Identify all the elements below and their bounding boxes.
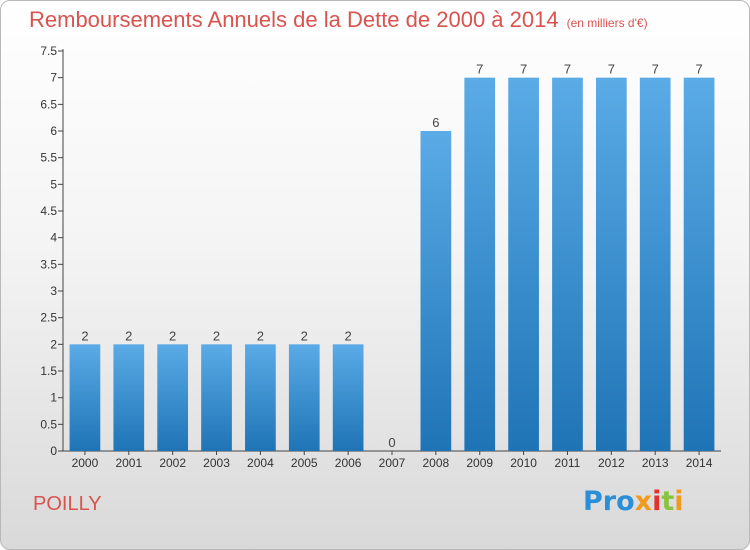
bar bbox=[288, 344, 320, 451]
data-label: 7 bbox=[476, 62, 483, 77]
chart-unit: (en milliers d'€) bbox=[566, 16, 648, 30]
y-tick-label: 6.5 bbox=[40, 97, 57, 111]
x-tick-label: 2006 bbox=[335, 456, 362, 470]
bar bbox=[332, 344, 364, 451]
bar bbox=[113, 344, 145, 451]
x-tick-label: 2007 bbox=[379, 456, 406, 470]
data-label: 7 bbox=[695, 62, 702, 77]
logo-letter-t: t bbox=[661, 486, 675, 517]
y-tick-label: 2 bbox=[50, 337, 57, 351]
bar bbox=[420, 131, 452, 451]
bar bbox=[552, 77, 583, 452]
x-tick-label: 2010 bbox=[510, 456, 537, 470]
logo-letter-i1: i bbox=[652, 486, 662, 517]
commune-name: POILLY bbox=[33, 493, 102, 515]
bar bbox=[245, 344, 276, 451]
y-tick-label: 3.5 bbox=[40, 257, 57, 271]
y-tick-label: 0 bbox=[50, 444, 57, 458]
logo-letter-i2: i bbox=[674, 486, 684, 517]
y-tick-label: 4.5 bbox=[40, 204, 57, 218]
bar bbox=[157, 344, 189, 451]
logo-letters-pro: Pro bbox=[583, 486, 635, 517]
y-tick-label: 7 bbox=[50, 71, 57, 85]
x-tick-label: 2012 bbox=[598, 456, 625, 470]
y-tick-label: 7.5 bbox=[40, 44, 57, 58]
x-tick-label: 2009 bbox=[466, 456, 493, 470]
y-tick-label: 4 bbox=[50, 231, 57, 245]
x-tick-label: 2001 bbox=[115, 456, 142, 470]
x-tick-label: 2008 bbox=[423, 456, 450, 470]
bar bbox=[201, 344, 232, 451]
y-tick-label: 3 bbox=[50, 284, 57, 298]
data-label: 2 bbox=[125, 328, 132, 343]
x-tick-label: 2013 bbox=[642, 456, 669, 470]
x-tick-label: 2002 bbox=[159, 456, 186, 470]
x-tick-label: 2014 bbox=[686, 456, 713, 470]
data-label: 2 bbox=[345, 328, 352, 343]
y-tick-label: 1.5 bbox=[40, 364, 57, 378]
x-tick-label: 2011 bbox=[555, 456, 581, 470]
bar bbox=[508, 77, 539, 452]
y-tick-label: 6 bbox=[50, 124, 57, 138]
x-tick-label: 2000 bbox=[72, 456, 99, 470]
bar bbox=[464, 77, 496, 452]
data-label: 2 bbox=[169, 328, 176, 343]
data-label: 2 bbox=[301, 328, 308, 343]
data-label: 7 bbox=[564, 62, 571, 77]
data-label: 7 bbox=[652, 62, 659, 77]
data-label: 2 bbox=[257, 328, 264, 343]
y-tick-label: 5.5 bbox=[40, 151, 57, 165]
x-tick-label: 2005 bbox=[291, 456, 318, 470]
data-label: 7 bbox=[520, 62, 527, 77]
logo-letter-x: x bbox=[634, 486, 653, 517]
bar bbox=[639, 77, 671, 452]
bar bbox=[595, 77, 627, 452]
data-label: 2 bbox=[81, 328, 88, 343]
x-tick-label: 2004 bbox=[247, 456, 274, 470]
bar bbox=[69, 344, 101, 451]
x-tick-label: 2003 bbox=[203, 456, 230, 470]
chart-title: Remboursements Annuels de la Dette de 20… bbox=[29, 7, 648, 32]
bar bbox=[683, 77, 715, 452]
y-tick-label: 5 bbox=[50, 177, 57, 191]
proxiti-logo: Proxiti bbox=[583, 486, 684, 517]
data-label: 7 bbox=[608, 62, 615, 77]
y-tick-label: 0.5 bbox=[40, 417, 57, 431]
data-label: 2 bbox=[213, 328, 220, 343]
y-tick-label: 2.5 bbox=[40, 311, 57, 325]
data-label: 0 bbox=[388, 435, 395, 450]
y-tick-label: 1 bbox=[50, 391, 57, 405]
data-label: 6 bbox=[432, 115, 439, 130]
